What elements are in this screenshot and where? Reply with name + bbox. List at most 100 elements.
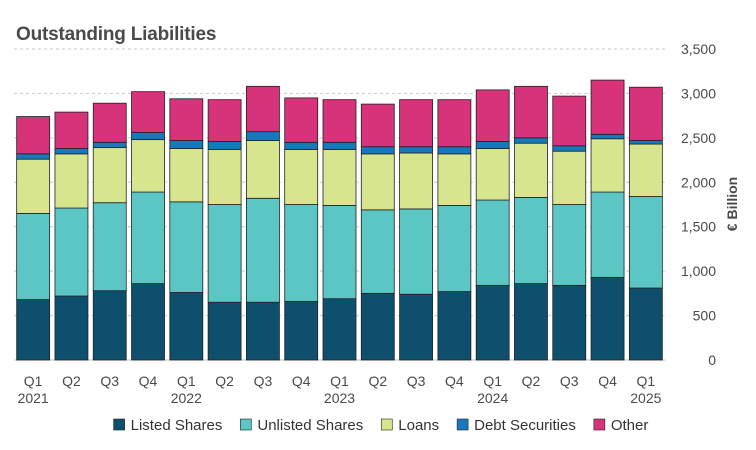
legend-item: Other (593, 417, 649, 434)
y-tick-label: 2,500 (681, 130, 716, 146)
x-tick-label: Q4 (139, 373, 158, 389)
bar-segment-unlisted-shares (322, 204, 357, 300)
bar-segment-loans (284, 149, 319, 205)
bar-segment-listed-shares (54, 295, 89, 361)
bar-segment-other (628, 86, 663, 141)
bar-segment-other (54, 111, 89, 149)
y-tick-label: 1,000 (681, 263, 716, 279)
chart-title: Outstanding Liabilities (16, 24, 217, 45)
bar-segment-other (514, 85, 548, 139)
bar-segment-loans (514, 142, 548, 198)
legend: Listed Shares Unlisted Shares Loans Debt Se… (113, 417, 649, 434)
bar-segment-listed-shares (399, 293, 433, 361)
bar-segment-debt-securities (16, 153, 51, 160)
bar-segment-listed-shares (475, 284, 510, 361)
bar-segment-loans (169, 148, 204, 203)
legend-item: Debt Securities (456, 417, 576, 434)
y-tick-label: 2,000 (681, 174, 716, 190)
bar-segment-unlisted-shares (437, 204, 472, 292)
y-axis-title: € Billion (724, 177, 740, 231)
bar-segment-debt-securities (590, 133, 625, 140)
y-tick-label: 3,000 (681, 85, 716, 101)
x-tick-label: Q3 (560, 373, 579, 389)
bar-segment-listed-shares (360, 292, 395, 361)
x-tick-label: Q2 (62, 373, 81, 389)
bar-segment-listed-shares (552, 284, 587, 361)
bar-segment-loans (16, 158, 51, 214)
bar-segment-loans (590, 138, 625, 193)
legend-label: Other (611, 417, 649, 434)
x-tick-label: Q2 (215, 373, 234, 389)
legend-item: Loans (380, 417, 439, 434)
legend-label: Listed Shares (131, 417, 223, 434)
bar-segment-other (16, 116, 51, 155)
bar-segment-loans (360, 153, 395, 211)
bar-segment-unlisted-shares (590, 191, 625, 278)
bar-segment-debt-securities (399, 146, 433, 154)
bar-segment-debt-securities (54, 148, 89, 155)
x-tick-label: Q1 (483, 373, 502, 389)
bar-segment-listed-shares (169, 292, 204, 361)
y-tick-label: 0 (708, 352, 716, 368)
bar-segment-unlisted-shares (475, 199, 510, 286)
x-tick-label: Q4 (445, 373, 464, 389)
bar-segment-other (246, 85, 280, 133)
bar-segment-debt-securities (360, 146, 395, 155)
legend-swatch (593, 418, 606, 431)
legend-label: Unlisted Shares (257, 417, 363, 434)
bar-segment-other (360, 103, 395, 148)
x-tick-label: Q4 (292, 373, 311, 389)
bar-segment-unlisted-shares (207, 204, 242, 303)
legend-label: Debt Securities (474, 417, 576, 434)
bar-segment-unlisted-shares (131, 191, 165, 284)
bar-segment-debt-securities (246, 131, 280, 141)
bar-segment-debt-securities (169, 140, 204, 149)
bar-segment-debt-securities (322, 141, 357, 150)
bar-segment-loans (399, 152, 433, 210)
x-tick-label: Q3 (100, 373, 119, 389)
bar-segment-debt-securities (92, 141, 127, 149)
bar-segment-loans (246, 140, 280, 199)
legend-label: Loans (398, 417, 439, 434)
x-tick-label: Q3 (254, 373, 273, 389)
bar-segment-unlisted-shares (284, 204, 319, 302)
bar-segment-debt-securities (628, 140, 663, 145)
bar-segment-other (207, 99, 242, 142)
bar-segment-other (169, 98, 204, 141)
bar-segment-listed-shares (16, 299, 51, 361)
bar-segment-loans (54, 153, 89, 209)
bar-segment-listed-shares (590, 276, 625, 361)
bar-segment-loans (437, 153, 472, 206)
bar-segment-unlisted-shares (54, 207, 89, 297)
bar-segment-debt-securities (552, 145, 587, 152)
bar-segment-other (437, 99, 472, 148)
bar-segment-other (590, 79, 625, 135)
bar-segment-other (322, 99, 357, 143)
bar-segment-unlisted-shares (92, 202, 127, 292)
bar-segment-other (552, 95, 587, 147)
x-year-label: 2023 (324, 390, 355, 406)
bar-segment-listed-shares (246, 301, 280, 361)
bar-segment-debt-securities (437, 146, 472, 155)
x-tick-label: Q3 (407, 373, 426, 389)
y-axis-ticks: 0 500 1,000 1,500 2,000 2,500 3,000 3,500 (681, 41, 716, 368)
bar-segment-unlisted-shares (628, 196, 663, 289)
bar-segment-listed-shares (322, 298, 357, 361)
legend-swatch (113, 418, 125, 431)
x-tick-label: Q1 (330, 373, 349, 389)
bar-segment-other (131, 91, 165, 133)
bar-segment-debt-securities (207, 141, 242, 150)
bar-segment-other (92, 102, 127, 143)
y-tick-label: 3,500 (681, 41, 716, 57)
bar-segment-listed-shares (92, 290, 127, 361)
legend-swatch (240, 418, 252, 431)
x-tick-label: Q1 (177, 373, 196, 389)
bar-segment-unlisted-shares (514, 196, 548, 284)
bar-segment-loans (131, 139, 165, 193)
legend-swatch (380, 418, 393, 431)
x-year-label: 2021 (18, 390, 49, 406)
bar-segment-listed-shares (437, 291, 472, 361)
bar-segment-debt-securities (475, 141, 510, 149)
